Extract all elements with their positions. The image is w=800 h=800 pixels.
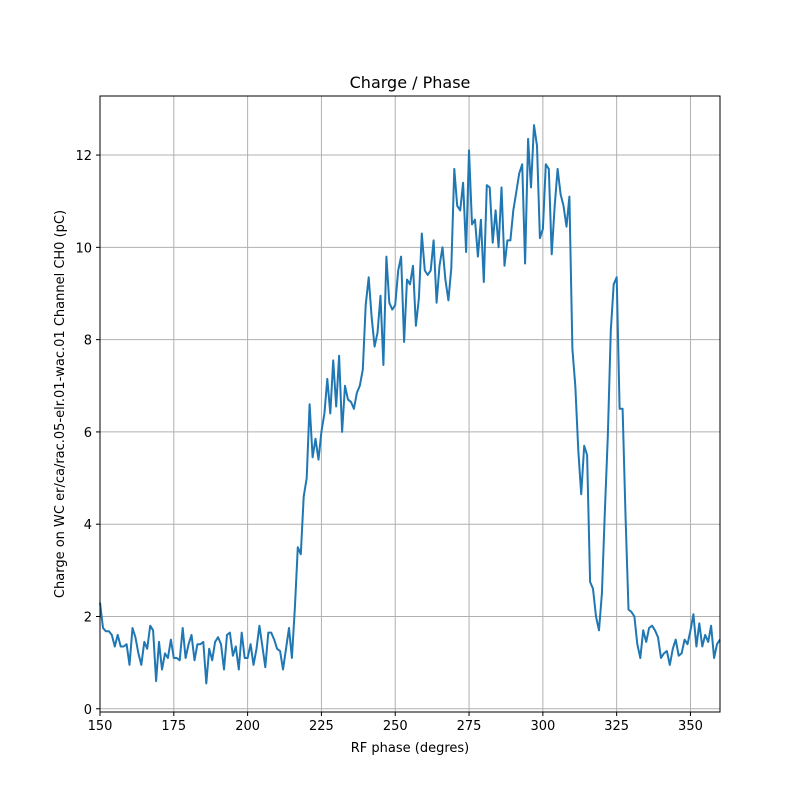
y-tick-label: 6 [84, 426, 92, 441]
y-tick-label: 10 [75, 241, 92, 256]
x-axis-ticks: 150 175 200 225 250 275 300 325 350 [88, 712, 703, 734]
x-tick-label: 200 [235, 719, 260, 734]
y-axis-label: Charge on WC er/ca/rac.05-elr.01-wac.01 … [53, 210, 68, 598]
x-tick-label: 350 [678, 719, 703, 734]
x-tick-label: 175 [161, 719, 186, 734]
y-tick-label: 2 [84, 610, 92, 625]
x-tick-label: 300 [530, 719, 555, 734]
chart-title: Charge / Phase [350, 73, 471, 92]
grid [99, 96, 720, 712]
y-tick-label: 12 [75, 149, 92, 164]
series-line [99, 124, 721, 685]
x-tick-label: 250 [383, 719, 408, 734]
x-axis-label: RF phase (degres) [351, 741, 469, 756]
x-tick-label: 325 [604, 719, 629, 734]
y-tick-label: 0 [84, 703, 92, 718]
y-tick-label: 8 [84, 334, 92, 349]
y-tick-label: 4 [84, 518, 92, 533]
y-axis-ticks: 0 2 4 6 8 10 12 [75, 149, 100, 718]
x-tick-label: 150 [88, 719, 113, 734]
x-tick-label: 225 [309, 719, 334, 734]
x-tick-label: 275 [457, 719, 482, 734]
plot-frame [99, 95, 721, 713]
